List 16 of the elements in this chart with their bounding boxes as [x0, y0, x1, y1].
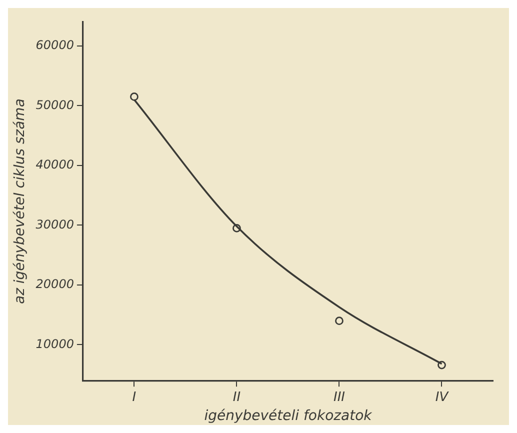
point — [438, 360, 446, 370]
y-tick-label: 60000 — [36, 38, 74, 52]
x-tick-label: II — [232, 390, 241, 405]
y-tick-label: 10000 — [36, 336, 74, 351]
x-tick-label: I — [132, 390, 136, 405]
y-tick-label: 40000 — [36, 158, 74, 172]
x-axis-title: igénybevételi fokozatok — [204, 408, 373, 424]
point — [130, 92, 138, 101]
y-tick-label: 30000 — [36, 217, 74, 232]
y-axis-title: az igénybevétel ciklus száma — [12, 98, 28, 304]
y-tick-label: 50000 — [36, 98, 74, 112]
point — [232, 224, 241, 232]
y-tick-label: 20000 — [36, 277, 74, 292]
x-tick-label: III — [333, 390, 346, 405]
point — [335, 316, 344, 326]
x-tick-label: IV — [435, 390, 450, 405]
